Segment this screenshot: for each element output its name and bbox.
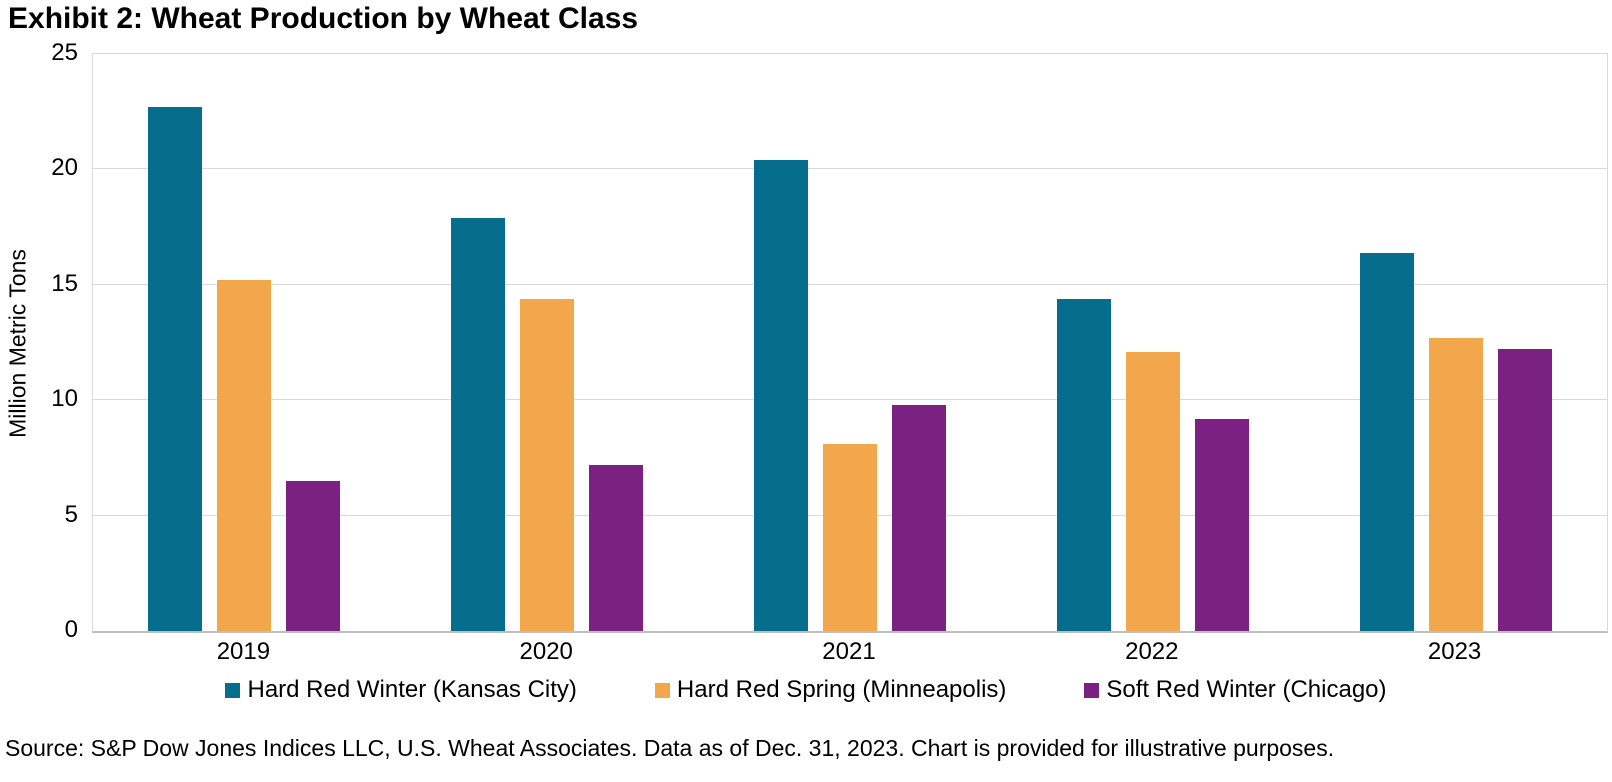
y-tick-label-10: 10 (51, 385, 78, 413)
bar-2020-hard-red-winter-kansas-city (451, 217, 506, 631)
bar-2020-hard-red-spring-minneapolis (520, 298, 575, 631)
bar-2022-hard-red-winter-kansas-city (1056, 298, 1111, 631)
y-axis-title: Million Metric Tons (4, 249, 31, 438)
bar-2023-soft-red-winter-chicago (1497, 349, 1552, 631)
bar-2019-soft-red-winter-chicago (286, 480, 341, 631)
bar-2022-soft-red-winter-chicago (1194, 418, 1249, 631)
source-note: Source: S&P Dow Jones Indices LLC, U.S. … (5, 735, 1335, 761)
legend-label: Hard Red Winter (Kansas City) (247, 676, 577, 703)
bar-2023-hard-red-winter-kansas-city (1359, 252, 1414, 631)
legend-swatch-icon (1084, 682, 1100, 698)
plot-area (92, 53, 1608, 633)
bar-2023-hard-red-spring-minneapolis (1428, 337, 1483, 631)
bar-2022-hard-red-spring-minneapolis (1125, 351, 1180, 631)
y-tick-label-0: 0 (64, 616, 78, 643)
bar-group-2021 (699, 54, 1002, 631)
bar-2020-soft-red-winter-chicago (589, 464, 644, 631)
legend-item-hard-red-spring-minneapolis: Hard Red Spring (Minneapolis) (654, 676, 1007, 704)
y-tick-label-15: 15 (51, 269, 78, 297)
gridline-15 (93, 283, 1607, 285)
legend-item-soft-red-winter-chicago: Soft Red Winter (Chicago) (1084, 676, 1387, 704)
x-tick-label-2020: 2020 (519, 638, 573, 665)
legend-label: Hard Red Spring (Minneapolis) (676, 676, 1007, 703)
bar-group-2022 (1001, 54, 1304, 631)
x-tick-label-2023: 2023 (1427, 638, 1482, 665)
legend-item-hard-red-winter-kansas-city: Hard Red Winter (Kansas City) (225, 676, 577, 704)
bar-2021-hard-red-winter-kansas-city (753, 160, 808, 631)
bar-2019-hard-red-spring-minneapolis (217, 280, 272, 631)
legend-swatch-icon (654, 682, 670, 698)
x-tick-label-2019: 2019 (216, 638, 271, 665)
y-tick-label-5: 5 (64, 500, 78, 528)
x-tick-label-2021: 2021 (822, 638, 876, 665)
gridline-20 (93, 168, 1607, 170)
bar-group-2019 (93, 54, 396, 631)
y-tick-label-20: 20 (51, 154, 78, 182)
bar-group-2020 (396, 54, 699, 631)
legend-swatch-icon (225, 682, 241, 698)
x-tick-label-2022: 2022 (1125, 638, 1179, 665)
bar-2019-hard-red-winter-kansas-city (148, 107, 203, 631)
bar-2021-soft-red-winter-chicago (891, 404, 946, 631)
legend-label: Soft Red Winter (Chicago) (1106, 676, 1387, 703)
chart-title: Exhibit 2: Wheat Production by Wheat Cla… (8, 2, 639, 35)
bar-group-2023 (1304, 54, 1607, 631)
y-tick-label-25: 25 (51, 39, 78, 66)
bar-2021-hard-red-spring-minneapolis (822, 444, 877, 631)
gridline-10 (93, 399, 1607, 401)
legend: Hard Red Winter (Kansas City) Hard Red Sp… (0, 676, 1612, 704)
